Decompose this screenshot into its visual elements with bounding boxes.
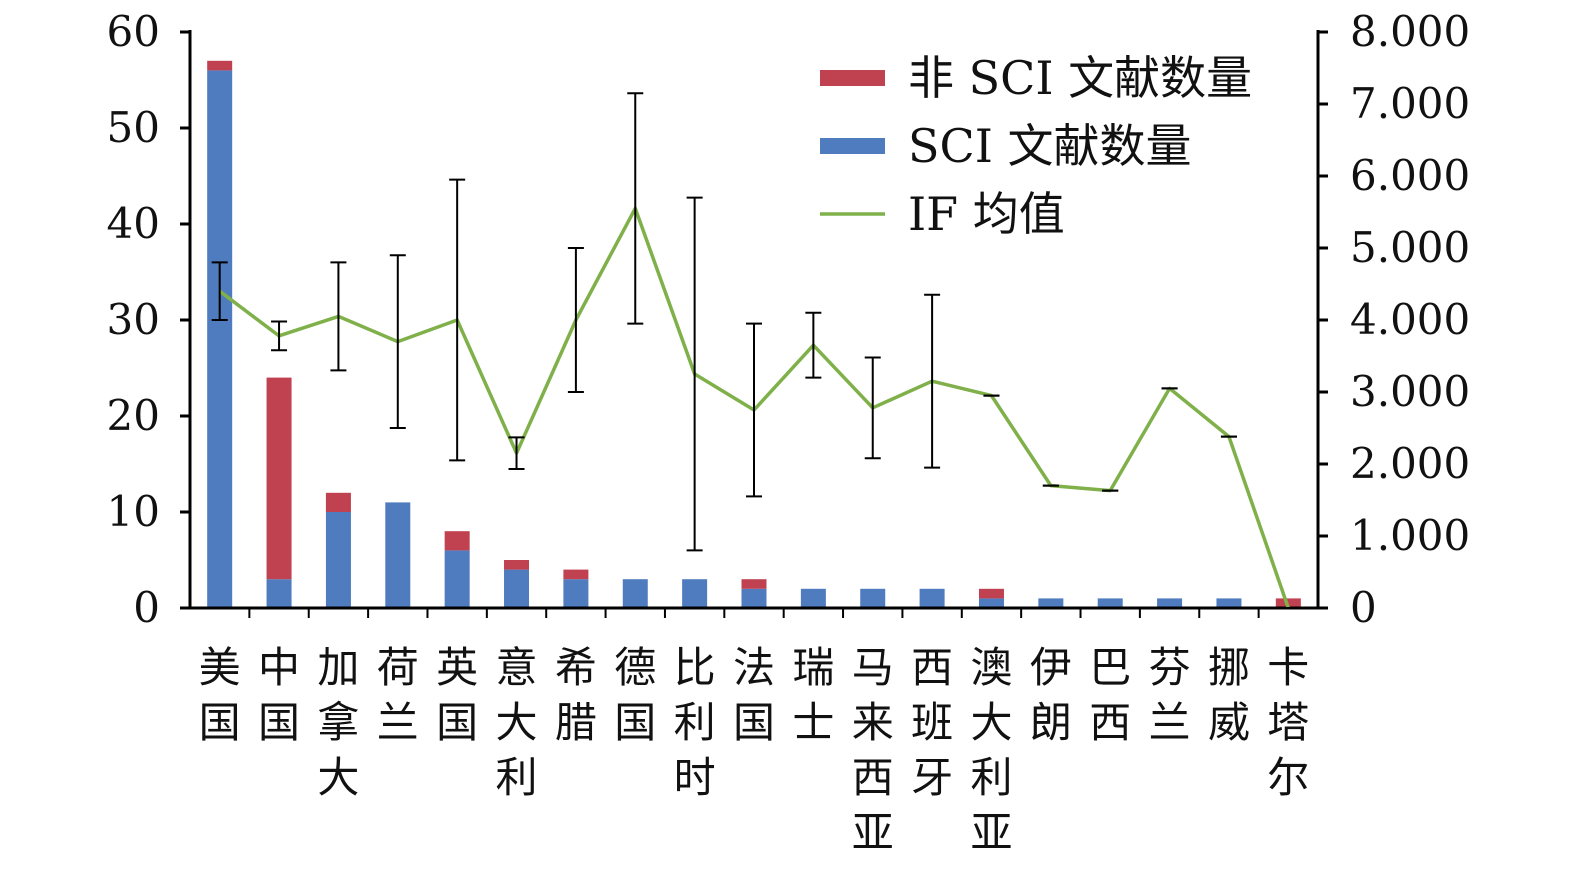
error-bar-6 [567, 247, 584, 393]
sci-bar-16 [1157, 598, 1183, 608]
category-labels: 美国中国加拿大荷兰英国意大利希腊德国比利时法国瑞士马来西亚西班牙澳大利亚伊朗巴西… [199, 643, 1310, 857]
sci-bar-17 [1216, 598, 1242, 608]
sci-bar-4 [444, 550, 470, 608]
left-tick-label-1: 10 [107, 487, 160, 536]
right-tick-label-5: 5.000 [1350, 223, 1470, 272]
right-tick-label-0: 0 [1350, 583, 1377, 632]
sci-bar-8 [682, 579, 708, 608]
category-label-4: 英国 [436, 643, 478, 747]
category-label-6: 希腊 [555, 643, 597, 747]
right-tick-label-4: 4.000 [1350, 295, 1470, 344]
sci-bar-6 [563, 579, 589, 608]
left-tick-label-0: 0 [133, 583, 160, 632]
error-bar-0 [211, 261, 228, 321]
bars-layer [207, 60, 1301, 608]
non-sci-bar-9 [741, 579, 767, 589]
sci-bar-13 [978, 598, 1004, 608]
category-label-10: 瑞士 [792, 643, 834, 747]
category-label-11: 马来西亚 [852, 643, 894, 857]
right-tick-label-2: 2.000 [1350, 439, 1470, 488]
sci-bar-5 [504, 569, 530, 608]
sci-bar-10 [800, 588, 826, 608]
non-sci-bar-13 [978, 588, 1004, 599]
non-sci-bar-5 [504, 560, 530, 570]
category-label-3: 荷兰 [377, 643, 419, 747]
left-tick-label-6: 60 [107, 7, 160, 56]
category-label-9: 法国 [733, 643, 775, 747]
right-tick-label-8: 8.000 [1350, 7, 1470, 56]
category-label-1: 中国 [258, 643, 300, 747]
category-label-13: 澳大利亚 [970, 643, 1012, 857]
legend-label-1: SCI 文献数量 [908, 119, 1192, 173]
sci-bar-7 [622, 579, 648, 608]
error-bar-1 [271, 320, 288, 352]
error-bar-7 [627, 92, 644, 325]
legend-label-2: IF 均值 [908, 187, 1065, 241]
category-label-0: 美国 [199, 643, 241, 747]
sci-bar-15 [1097, 598, 1123, 608]
error-bar-5 [508, 436, 525, 471]
left-tick-label-3: 30 [107, 295, 160, 344]
error-bar-9 [746, 322, 762, 498]
category-label-12: 西班牙 [911, 643, 953, 802]
sci-bar-11 [860, 588, 886, 608]
error-bar-8 [686, 196, 703, 552]
if-line-layer [211, 92, 1297, 609]
sci-bar-2 [325, 512, 351, 608]
left-tick-label-2: 20 [107, 391, 160, 440]
legend-swatch-1 [820, 138, 885, 154]
left-tick-label-4: 40 [107, 199, 160, 248]
error-bar-11 [864, 356, 881, 460]
right-tick-label-7: 7.000 [1350, 79, 1470, 128]
sci-bar-14 [1038, 598, 1064, 608]
error-bar-4 [449, 178, 466, 462]
category-label-5: 意大利 [496, 643, 538, 802]
right-tick-label-1: 1.000 [1350, 511, 1470, 560]
sci-bar-9 [741, 588, 767, 608]
category-label-16: 芬兰 [1149, 643, 1191, 747]
non-sci-bar-4 [444, 531, 470, 551]
sci-bar-12 [919, 588, 945, 608]
non-sci-bar-0 [207, 60, 233, 71]
category-label-14: 伊朗 [1030, 643, 1072, 747]
left-tick-label-5: 50 [107, 103, 160, 152]
legend-label-0: 非 SCI 文献数量 [908, 51, 1252, 105]
category-label-7: 德国 [614, 643, 656, 747]
category-label-17: 挪威 [1208, 643, 1250, 747]
sci-bar-0 [207, 70, 233, 608]
sci-bar-1 [266, 579, 292, 608]
non-sci-bar-6 [563, 569, 589, 580]
error-bar-3 [389, 254, 406, 429]
category-label-8: 比利时 [674, 643, 716, 802]
sci-bar-3 [385, 502, 411, 608]
category-label-2: 加拿大 [317, 643, 359, 802]
error-bar-2 [330, 261, 347, 372]
non-sci-bar-2 [325, 492, 351, 512]
error-bar-12 [924, 293, 941, 469]
non-sci-bar-1 [266, 377, 292, 580]
error-bar-10 [805, 311, 822, 379]
right-tick-label-3: 3.000 [1350, 367, 1470, 416]
axes-layer: 0 10 20 30 40 50 60 0 1.000 2.000 3.000 4.000 5.000 6… [107, 7, 1471, 632]
legend-swatch-0 [820, 70, 885, 86]
category-label-18: 卡塔尔 [1267, 643, 1309, 802]
right-tick-label-6: 6.000 [1350, 151, 1470, 200]
category-label-15: 巴西 [1089, 643, 1131, 747]
legend: 非 SCI 文献数量 SCI 文献数量 IF 均值 [820, 51, 1252, 241]
